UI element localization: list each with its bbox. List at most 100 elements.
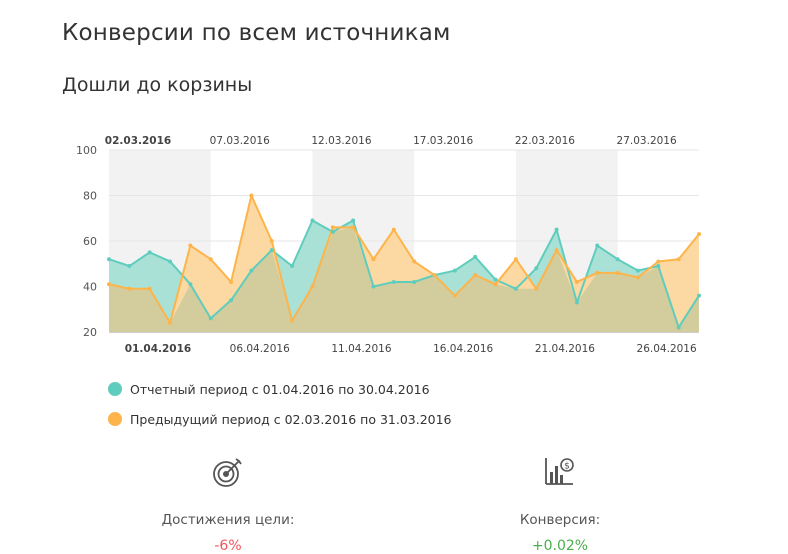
- point-current: [534, 266, 539, 271]
- point-previous: [188, 243, 193, 248]
- point-previous: [330, 225, 335, 230]
- y-axis-ticks: 20 40 60 80 100: [76, 144, 97, 339]
- point-current: [269, 248, 274, 253]
- point-current: [676, 325, 681, 330]
- point-previous: [127, 286, 132, 291]
- line-current: [108, 219, 700, 329]
- point-previous: [615, 270, 620, 275]
- bar-chart-icon: $: [545, 458, 574, 485]
- point-previous: [371, 257, 376, 262]
- point-current: [147, 250, 152, 255]
- point-previous: [676, 257, 681, 262]
- point-previous: [534, 286, 539, 291]
- y-tick-label: 100: [76, 144, 97, 157]
- point-previous: [493, 282, 498, 287]
- y-tick-label: 80: [83, 190, 97, 203]
- point-current: [554, 227, 559, 232]
- legend-item-previous[interactable]: Предыдущий период с 02.03.2016 по 31.03.…: [108, 404, 452, 434]
- point-current: [310, 218, 315, 223]
- target-icon: [213, 458, 242, 487]
- point-previous: [513, 257, 518, 262]
- legend-dot-current: [108, 382, 122, 396]
- kpi-conversion-value: +0.02%: [531, 538, 589, 554]
- point-current: [188, 282, 193, 287]
- point-previous: [208, 257, 213, 262]
- section-title: Дошли до корзины: [62, 74, 253, 96]
- chart-series-lines: [108, 194, 700, 329]
- bottom-axis-label: 16.04.2016: [433, 343, 493, 355]
- point-previous: [147, 286, 152, 291]
- chart-legend: Отчетный период с 01.04.2016 по 30.04.20…: [108, 374, 452, 434]
- point-previous: [473, 273, 478, 278]
- page-title: Конверсии по всем источникам: [62, 20, 451, 46]
- top-axis-labels: 02.03.2016 07.03.2016 12.03.2016 17.03.2016…: [105, 135, 677, 147]
- point-previous: [412, 259, 417, 264]
- point-current: [351, 218, 356, 223]
- point-previous: [635, 275, 640, 280]
- point-previous: [310, 284, 315, 289]
- y-tick-label: 60: [83, 235, 97, 248]
- point-previous: [391, 227, 396, 232]
- point-previous: [574, 279, 579, 284]
- conversion-area-chart: 20 40 60 80 100 02.03.2016 07.03.2016 12.03.20…: [76, 135, 701, 355]
- bottom-axis-labels: 01.04.2016 06.04.2016 11.04.2016 16.04.2016…: [125, 343, 697, 355]
- bottom-axis-label: 26.04.2016: [637, 343, 697, 355]
- point-previous: [554, 248, 559, 253]
- point-previous: [229, 279, 234, 284]
- point-current: [595, 243, 600, 248]
- y-tick-label: 40: [83, 281, 97, 294]
- point-previous: [107, 282, 111, 287]
- line-previous: [108, 194, 700, 324]
- top-axis-label: 12.03.2016: [311, 135, 371, 147]
- point-current: [330, 229, 335, 234]
- point-current: [107, 257, 111, 262]
- point-previous: [697, 232, 701, 237]
- top-axis-label: 02.03.2016: [105, 135, 171, 147]
- point-current: [229, 298, 234, 303]
- point-current: [208, 316, 213, 321]
- point-current: [452, 268, 457, 273]
- point-previous: [595, 270, 600, 275]
- legend-label-current: Отчетный период с 01.04.2016 по 30.04.20…: [130, 381, 430, 397]
- top-axis-label: 07.03.2016: [210, 135, 270, 147]
- point-current: [473, 254, 478, 259]
- point-previous: [351, 225, 356, 230]
- point-previous: [269, 239, 274, 243]
- bottom-axis-label: 06.04.2016: [230, 343, 290, 355]
- point-current: [697, 293, 701, 298]
- legend-dot-previous: [108, 412, 122, 426]
- bottom-axis-label: 01.04.2016: [125, 343, 191, 355]
- point-previous: [249, 193, 254, 198]
- point-current: [656, 264, 661, 269]
- point-previous: [452, 293, 457, 298]
- y-tick-label: 20: [83, 326, 97, 339]
- point-current: [290, 264, 295, 269]
- legend-item-current[interactable]: Отчетный период с 01.04.2016 по 30.04.20…: [108, 374, 452, 404]
- point-current: [168, 259, 173, 264]
- kpi-goal-value: -6%: [214, 538, 242, 554]
- point-current: [412, 279, 417, 284]
- kpi-conversion-label: Конверсия:: [519, 512, 601, 528]
- chart-series-points: [107, 193, 701, 330]
- point-previous: [168, 320, 173, 325]
- point-current: [127, 264, 132, 269]
- area-overlap: [109, 227, 699, 332]
- top-axis-label: 27.03.2016: [617, 135, 677, 147]
- point-current: [574, 300, 579, 305]
- point-current: [635, 268, 640, 273]
- svg-text:$: $: [564, 462, 570, 472]
- point-current: [513, 286, 518, 291]
- legend-label-previous: Предыдущий период с 02.03.2016 по 31.03.…: [130, 411, 452, 427]
- kpi-goal-achievements: Достижения цели: -6%: [128, 456, 328, 554]
- point-previous: [290, 318, 295, 323]
- point-current: [371, 284, 376, 289]
- bottom-axis-label: 11.04.2016: [331, 343, 391, 355]
- point-previous: [656, 259, 661, 264]
- point-current: [391, 279, 396, 284]
- bottom-axis-label: 21.04.2016: [535, 343, 595, 355]
- point-current: [493, 277, 498, 282]
- point-current: [249, 268, 254, 273]
- kpi-goal-label: Достижения цели:: [161, 512, 295, 528]
- top-axis-label: 22.03.2016: [515, 135, 575, 147]
- point-current: [615, 257, 620, 262]
